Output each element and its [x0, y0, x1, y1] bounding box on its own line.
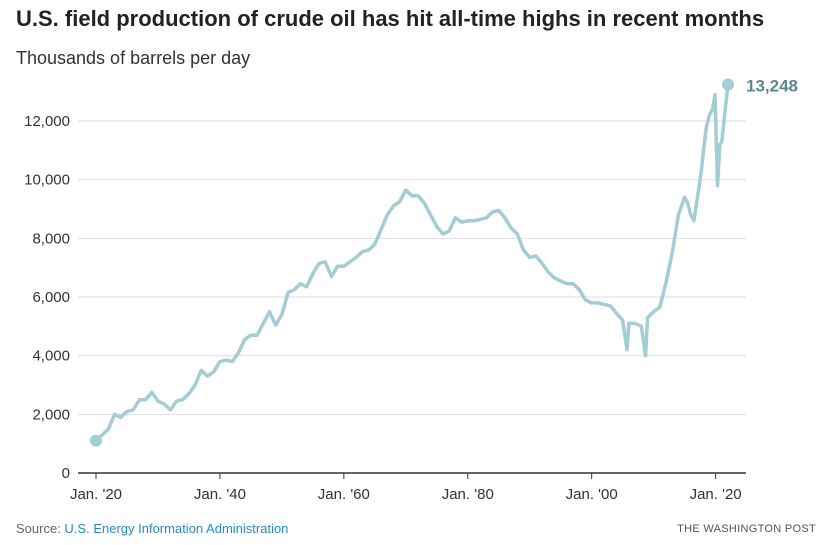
x-tick-label: Jan. '40	[194, 486, 246, 503]
x-tick-label: Jan. '80	[442, 486, 494, 503]
chart-title: U.S. field production of crude oil has h…	[16, 6, 765, 31]
x-tick-label: Jan. '20	[70, 486, 122, 503]
y-tick-label: 6,000	[32, 289, 70, 306]
y-tick-label: 12,000	[24, 113, 70, 130]
annotations: 13,248	[746, 76, 798, 95]
series-layer	[90, 78, 734, 447]
y-tick-label: 2,000	[32, 406, 70, 423]
x-tick-label: Jan. '60	[318, 486, 370, 503]
y-tick-label: 4,000	[32, 348, 70, 365]
x-tick-label: Jan. '00	[566, 486, 618, 503]
end-value-label: 13,248	[746, 76, 798, 95]
y-tick-label: 8,000	[32, 230, 70, 247]
source-note: Source: U.S. Energy Information Administ…	[16, 521, 288, 536]
start-point	[90, 434, 102, 447]
y-tick-label: 0	[62, 465, 70, 482]
source-prefix: Source:	[16, 521, 65, 536]
publisher-credit: THE WASHINGTON POST	[677, 523, 816, 535]
chart-subtitle: Thousands of barrels per day	[16, 48, 251, 68]
gridlines	[78, 120, 746, 415]
x-tick-label: Jan. '20	[690, 486, 742, 503]
axes: 0 2,000 4,000 6,000 8,000 10,000 12,000 Jan. '2…	[24, 113, 746, 503]
end-point	[722, 78, 734, 91]
series-line	[94, 82, 730, 443]
y-tick-label: 10,000	[24, 172, 70, 189]
source-link[interactable]: U.S. Energy Information Administration	[64, 521, 289, 536]
